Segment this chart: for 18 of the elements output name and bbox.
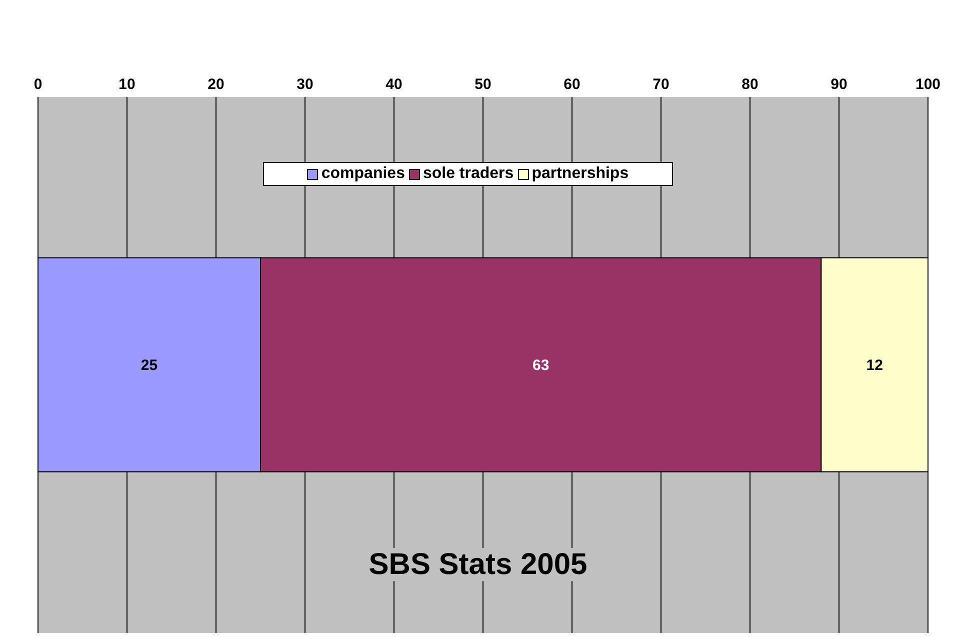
data-label: 12 bbox=[866, 357, 883, 374]
x-tick-label: 80 bbox=[742, 76, 758, 93]
x-tick-label: 30 bbox=[296, 76, 314, 93]
x-tick-label: 0 bbox=[34, 76, 42, 93]
legend-label: sole traders bbox=[422, 165, 514, 183]
text: SBS Stats 2005 bbox=[364, 548, 592, 581]
x-tick-label: 60 bbox=[564, 76, 580, 93]
legend-label: partnerships bbox=[530, 165, 629, 183]
x-tick-label: 100 bbox=[915, 76, 941, 93]
legend-label: companies bbox=[320, 165, 405, 183]
x-tick-label: 40 bbox=[386, 76, 402, 93]
x-tick-label: 50 bbox=[474, 76, 492, 93]
x-tick-label: 10 bbox=[118, 76, 136, 93]
data-label: 25 bbox=[140, 357, 158, 374]
x-tick-label: 70 bbox=[652, 76, 670, 93]
data-label: 63 bbox=[532, 357, 550, 374]
x-tick-label: 20 bbox=[208, 76, 224, 93]
x-tick-label: 90 bbox=[830, 76, 848, 93]
